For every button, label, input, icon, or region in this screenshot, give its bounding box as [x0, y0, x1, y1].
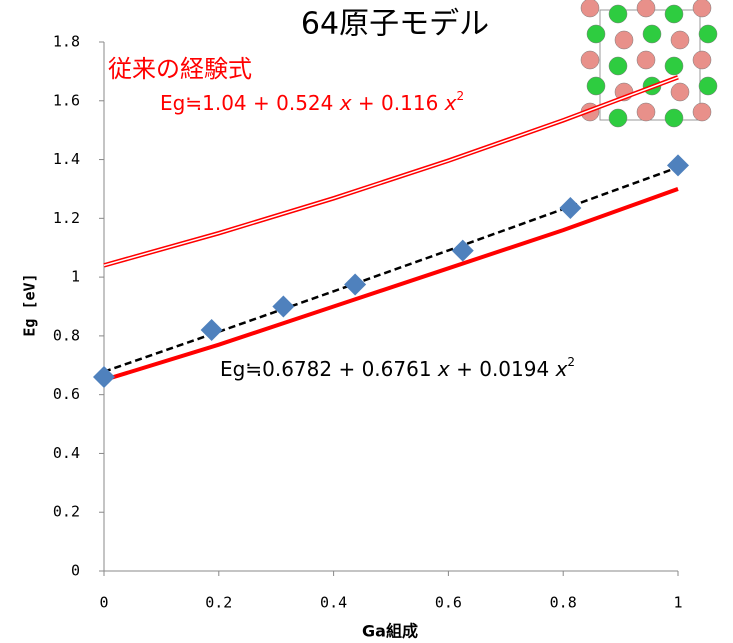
equation-part: Eg≒1.04 + 0.524: [160, 91, 340, 115]
atom: [615, 31, 633, 49]
y-tick-label: 0: [71, 562, 80, 580]
equation-part: Eg≒0.6782 + 0.6761: [220, 357, 438, 381]
atom: [665, 5, 683, 23]
y-tick-label: 1.8: [53, 33, 80, 51]
equation-part: + 0.0194: [450, 357, 556, 381]
y-tick-label: 0.2: [53, 503, 80, 521]
atom: [671, 31, 689, 49]
x-tick-label: 0.2: [205, 594, 232, 612]
y-tick-label: 1.4: [53, 150, 80, 168]
atom: [665, 109, 683, 127]
equation-part: x: [555, 357, 568, 381]
equation: Eg≒1.04 + 0.524 x + 0.116 x2: [160, 89, 464, 115]
equation-part: 2: [457, 89, 465, 103]
atom: [609, 109, 627, 127]
y-tick-label: 0.8: [53, 326, 80, 344]
equation-part: x: [437, 357, 450, 381]
atom: [693, 0, 711, 17]
x-tick-label: 1: [673, 594, 682, 612]
chart: 64原子モデル Ga組成 Eg [eV] 0 0.2 0.4 0.6 0.8 1 1.2 1.…: [0, 0, 733, 643]
equation-part: x: [444, 91, 457, 115]
line: [104, 189, 678, 380]
equation: Eg≒0.6782 + 0.6761 x + 0.0194 x2: [220, 355, 575, 381]
x-tick-label: 0.6: [435, 594, 462, 612]
atom: [587, 77, 605, 95]
atom: [637, 51, 655, 69]
atom: [609, 5, 627, 23]
atom: [581, 51, 599, 69]
equation-part: + 0.116: [352, 91, 445, 115]
point: [344, 273, 366, 295]
atom: [693, 51, 711, 69]
y-tick-label: 0.6: [53, 385, 80, 403]
chart-title: 64原子モデル: [301, 7, 489, 42]
atom: [671, 83, 689, 101]
atom: [699, 77, 717, 95]
atom: [581, 0, 599, 17]
x-tick-label: 0.4: [320, 594, 347, 612]
annotation: 従来の経験式: [108, 55, 252, 83]
x-tick-label: 0: [99, 594, 108, 612]
atom: [693, 103, 711, 121]
equation-part: x: [339, 91, 352, 115]
atom: [587, 25, 605, 43]
x-tick-label: 0.8: [550, 594, 577, 612]
atom: [637, 103, 655, 121]
point: [272, 296, 294, 318]
y-tick-label: 1.6: [53, 91, 80, 109]
y-tick-label: 1: [71, 268, 80, 286]
line: [104, 167, 678, 371]
y-tick-label: 0.4: [53, 444, 80, 462]
point: [667, 154, 689, 176]
atom: [643, 25, 661, 43]
atom: [609, 57, 627, 75]
atom: [665, 57, 683, 75]
y-tick-label: 1.2: [53, 209, 80, 227]
point: [93, 366, 115, 388]
x-axis-label: Ga組成: [362, 622, 418, 641]
equation-part: 2: [567, 355, 575, 369]
y-axis-label: Eg [eV]: [21, 273, 39, 336]
atom: [699, 25, 717, 43]
atom: [637, 0, 655, 17]
point: [559, 197, 581, 219]
